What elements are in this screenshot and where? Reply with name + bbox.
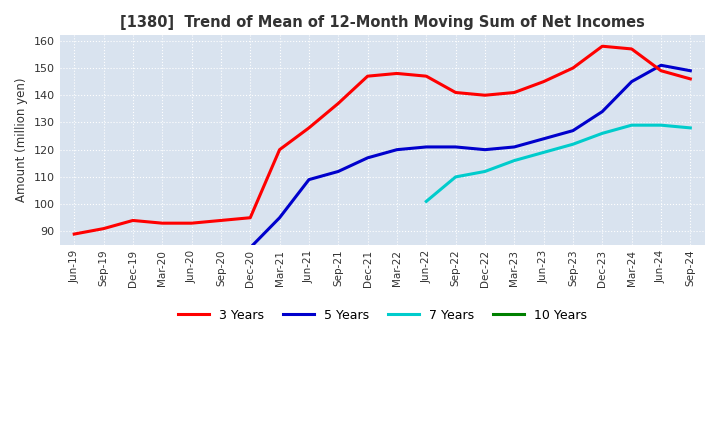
3 Years — [569, 66, 577, 71]
5 Years — [275, 215, 284, 220]
3 Years — [451, 90, 460, 95]
7 Years — [539, 150, 548, 155]
3 Years — [246, 215, 255, 220]
5 Years — [392, 147, 401, 152]
5 Years — [598, 109, 607, 114]
Line: 5 Years: 5 Years — [192, 65, 690, 250]
7 Years — [657, 122, 665, 128]
Y-axis label: Amount (million yen): Amount (million yen) — [15, 78, 28, 202]
3 Years — [598, 44, 607, 49]
3 Years — [129, 218, 138, 223]
3 Years — [305, 125, 313, 131]
5 Years — [451, 144, 460, 150]
5 Years — [246, 245, 255, 250]
Title: [1380]  Trend of Mean of 12-Month Moving Sum of Net Incomes: [1380] Trend of Mean of 12-Month Moving … — [120, 15, 644, 30]
7 Years — [569, 142, 577, 147]
3 Years — [70, 231, 78, 237]
5 Years — [305, 177, 313, 182]
5 Years — [539, 136, 548, 141]
7 Years — [451, 174, 460, 180]
5 Years — [686, 68, 695, 73]
3 Years — [539, 79, 548, 84]
3 Years — [392, 71, 401, 76]
3 Years — [275, 147, 284, 152]
3 Years — [334, 101, 343, 106]
5 Years — [217, 248, 225, 253]
5 Years — [334, 169, 343, 174]
7 Years — [686, 125, 695, 131]
7 Years — [510, 158, 518, 163]
3 Years — [158, 220, 166, 226]
7 Years — [627, 122, 636, 128]
5 Years — [657, 62, 665, 68]
5 Years — [627, 79, 636, 84]
5 Years — [481, 147, 490, 152]
7 Years — [598, 131, 607, 136]
Line: 7 Years: 7 Years — [426, 125, 690, 202]
3 Years — [481, 92, 490, 98]
3 Years — [422, 73, 431, 79]
3 Years — [686, 76, 695, 81]
7 Years — [422, 199, 431, 204]
5 Years — [364, 155, 372, 161]
3 Years — [510, 90, 518, 95]
3 Years — [187, 220, 196, 226]
3 Years — [627, 46, 636, 51]
3 Years — [217, 218, 225, 223]
Line: 3 Years: 3 Years — [74, 46, 690, 234]
3 Years — [657, 68, 665, 73]
5 Years — [569, 128, 577, 133]
7 Years — [481, 169, 490, 174]
Legend: 3 Years, 5 Years, 7 Years, 10 Years: 3 Years, 5 Years, 7 Years, 10 Years — [173, 304, 592, 327]
5 Years — [187, 248, 196, 253]
3 Years — [99, 226, 108, 231]
5 Years — [510, 144, 518, 150]
3 Years — [364, 73, 372, 79]
5 Years — [422, 144, 431, 150]
